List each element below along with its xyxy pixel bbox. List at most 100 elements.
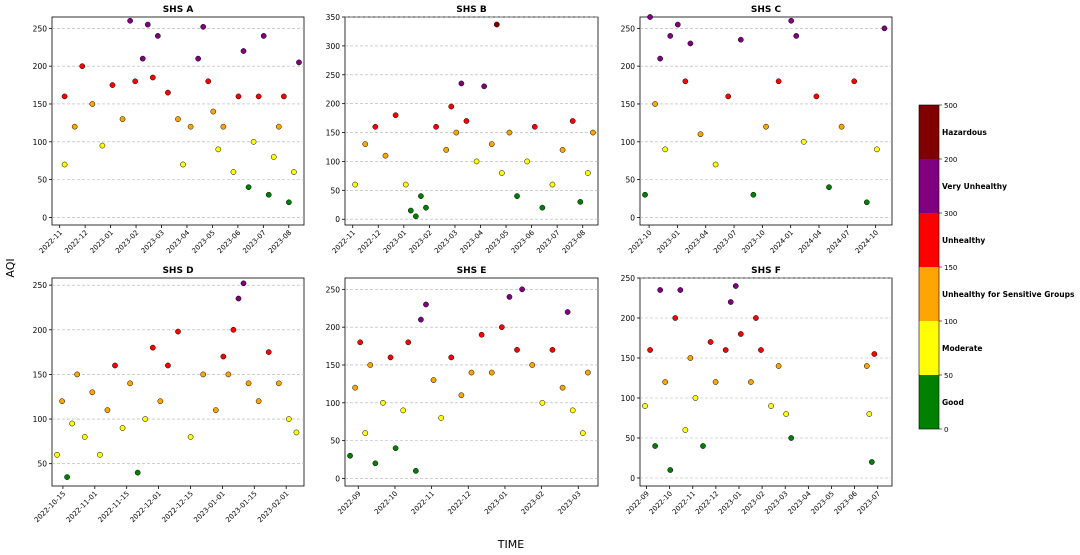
data-point (81, 434, 88, 440)
data-point (119, 425, 126, 431)
data-point (478, 331, 485, 338)
y-tick-label: 200 (326, 100, 341, 109)
data-point (667, 467, 674, 473)
data-point (270, 154, 277, 160)
figure-x-label: TIME (497, 538, 524, 551)
data-point (768, 403, 774, 409)
data-point (127, 380, 133, 387)
data-point (448, 354, 455, 361)
subplot-title: SHS B (456, 5, 487, 15)
data-point (737, 331, 744, 337)
data-point (725, 93, 732, 100)
y-tick-label: 0 (335, 215, 340, 224)
data-point (826, 184, 832, 191)
colorbar-tick-label: 300 (944, 210, 957, 218)
data-point (430, 377, 437, 383)
subplot-title: SHS A (163, 5, 194, 15)
data-point (642, 191, 648, 198)
data-point (783, 411, 790, 417)
data-point (215, 146, 222, 153)
data-point (61, 161, 68, 168)
data-point (529, 362, 536, 368)
subplot-title: SHS E (457, 266, 487, 276)
data-point (71, 123, 78, 130)
data-point (175, 116, 181, 122)
data-point (863, 199, 870, 206)
data-point (357, 339, 364, 346)
data-point (144, 21, 151, 28)
colorbar-tick-label: 0 (944, 426, 948, 434)
figure-y-label: AQI (4, 258, 17, 277)
data-point (418, 316, 424, 323)
data-point (481, 83, 487, 90)
data-point (433, 123, 439, 130)
data-point (352, 384, 358, 391)
subplot-6: 0501001502002502022-092022-102022-112022… (621, 266, 893, 516)
data-point (458, 392, 465, 399)
data-point (682, 78, 689, 85)
aqi-colorbar: Good Moderate Unhealthy for Sensitive Grou… (918, 102, 1075, 434)
data-point (700, 443, 706, 449)
plot-area (639, 16, 893, 226)
data-point (149, 344, 156, 351)
colorbar-category-label: Unhealthy (942, 236, 985, 245)
data-point (549, 181, 556, 188)
colorbar-tick-label: 100 (944, 318, 957, 326)
colorbar-category-label: Good (942, 398, 964, 407)
data-point (372, 460, 379, 467)
data-point (727, 299, 734, 305)
y-tick-label: 0 (630, 213, 635, 222)
colorbar-tick-label: 150 (944, 264, 957, 272)
colorbar-category-label: Very Unhealthy (942, 182, 1007, 191)
y-tick-label: 50 (330, 437, 340, 446)
data-point (499, 324, 505, 331)
data-point (127, 17, 133, 24)
data-point (280, 93, 287, 100)
colorbar-segment (919, 105, 939, 159)
data-point (881, 25, 888, 32)
data-point (662, 379, 669, 385)
data-point (539, 399, 546, 406)
plot-area (344, 16, 599, 226)
colorbar-segment (919, 213, 939, 267)
data-point (750, 191, 757, 198)
data-point (210, 108, 217, 115)
data-point (380, 399, 386, 406)
data-point (813, 93, 820, 100)
y-tick-label: 100 (326, 157, 341, 166)
y-tick-label: 200 (33, 326, 48, 335)
data-point (205, 78, 212, 85)
data-point (362, 141, 369, 147)
plot-area (51, 277, 305, 487)
data-point (514, 347, 520, 353)
data-point (448, 103, 455, 110)
data-point (468, 369, 475, 376)
data-point (775, 363, 782, 369)
data-point (64, 474, 70, 480)
data-point (255, 398, 262, 405)
data-point (499, 170, 505, 176)
y-tick-label: 150 (326, 129, 341, 138)
y-tick-label: 0 (630, 474, 635, 483)
data-point (732, 283, 739, 289)
data-point (559, 384, 566, 391)
y-tick-label: 150 (33, 370, 48, 379)
data-point (692, 395, 699, 401)
data-point (61, 93, 68, 100)
subplot-4: 501001502002502022-10-152022-11-012022-1… (33, 266, 305, 524)
y-tick-label: 350 (326, 13, 341, 22)
data-point (187, 123, 194, 130)
data-point (539, 204, 546, 211)
data-point (250, 138, 257, 145)
data-point (275, 123, 282, 130)
data-point (119, 116, 126, 122)
y-tick-label: 0 (42, 213, 47, 222)
data-point (682, 427, 689, 433)
data-point (524, 158, 531, 165)
y-tick-label: 100 (621, 394, 636, 403)
data-point (874, 146, 880, 153)
data-point (195, 55, 202, 62)
